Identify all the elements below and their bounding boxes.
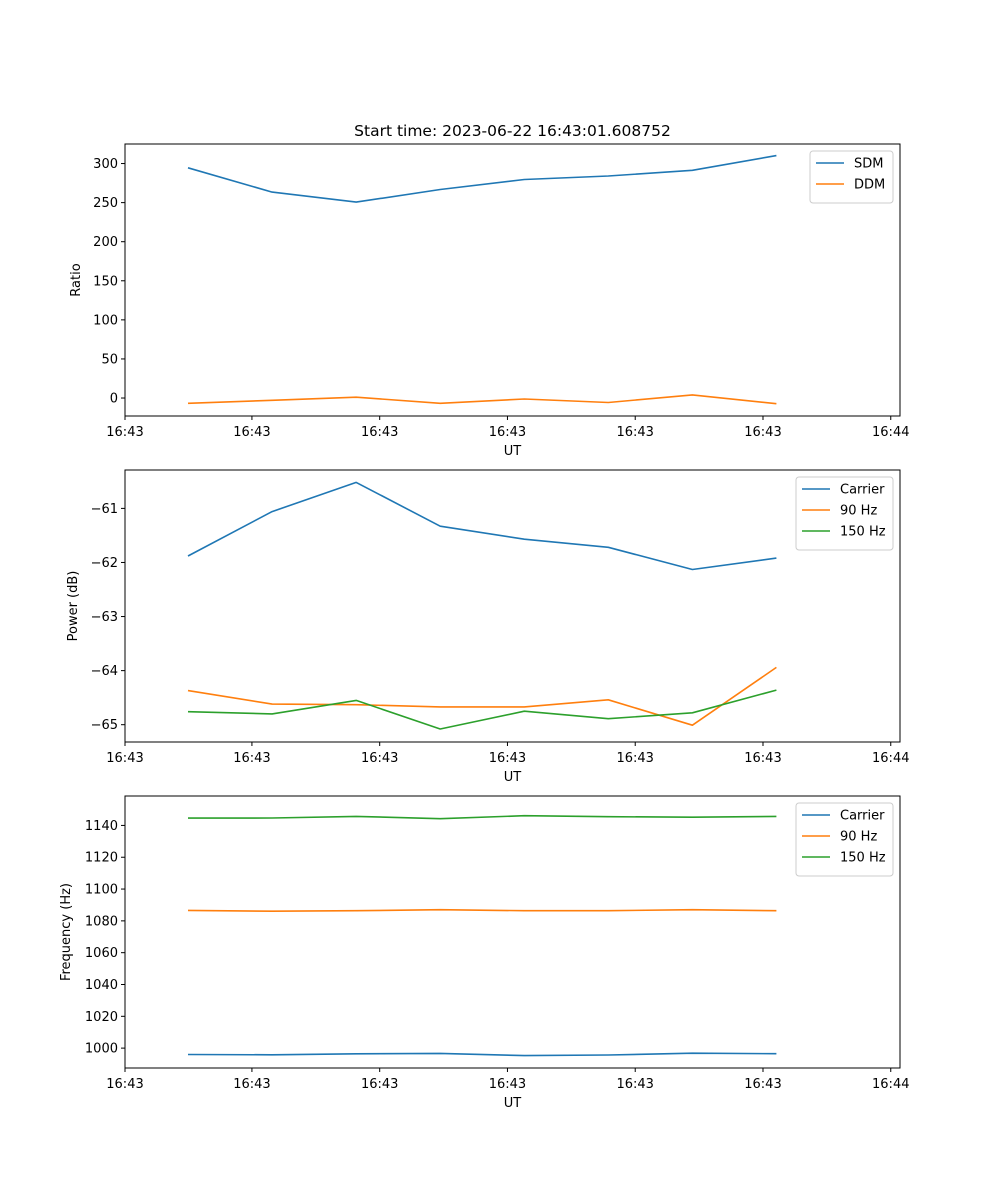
- x-tick-label: 16:43: [361, 1077, 398, 1092]
- axes-frame: [124, 795, 901, 1069]
- legend: SDM DDM: [809, 150, 894, 204]
- x-tick-label: 16:43: [744, 1077, 781, 1092]
- legend-label: 90 Hz: [840, 830, 877, 845]
- legend-label: Carrier: [840, 809, 885, 824]
- x-tick-label: 16:43: [489, 1077, 526, 1092]
- y-tick-label: −63: [91, 610, 118, 625]
- legend-label: 90 Hz: [840, 504, 877, 519]
- x-tick-label: 16:43: [361, 425, 398, 440]
- x-tick-label: 16:43: [106, 425, 143, 440]
- x-tick-label: 16:43: [616, 1077, 653, 1092]
- series-line-90-hz: [187, 666, 777, 727]
- x-tick-label: 16:43: [616, 425, 653, 440]
- axes-frame: [124, 143, 901, 417]
- x-tick-label: 16:43: [489, 751, 526, 766]
- x-tick-label: 16:43: [489, 425, 526, 440]
- series-line-150-hz: [187, 814, 777, 820]
- subplot-2: −65 −64 −63 −62 −61 16:43 16:43 16:43 16:43 16:43…: [66, 469, 909, 785]
- legend-box: [809, 150, 894, 204]
- y-tick-label: 50: [101, 352, 118, 367]
- y-tick-label: −61: [91, 502, 118, 517]
- x-axis-label: UT: [504, 1096, 522, 1111]
- x-tick-label: 16:43: [106, 751, 143, 766]
- x-tick-label: 16:43: [233, 751, 270, 766]
- y-tick-label: 1100: [85, 883, 118, 898]
- legend-label: 150 Hz: [840, 851, 886, 866]
- x-tick-label: 16:43: [616, 751, 653, 766]
- x-tick-label: 16:43: [233, 1077, 270, 1092]
- subplot-3: 1000 1020 1040 1060 1080 1100 1120 1140 16:43 16:…: [59, 795, 909, 1111]
- y-tick-label: 1140: [85, 819, 118, 834]
- y-tick-label: 300: [93, 157, 118, 172]
- y-tick-label: −64: [91, 664, 118, 679]
- axes-frame: [124, 469, 901, 743]
- series-line-ddm: [187, 394, 777, 405]
- x-tick-label: 16:44: [872, 751, 909, 766]
- x-tick-label: 16:43: [744, 751, 781, 766]
- x-tick-label: 16:44: [872, 425, 909, 440]
- y-tick-label: −62: [91, 556, 118, 571]
- y-tick-label: 250: [93, 196, 118, 211]
- x-axis-label: UT: [504, 444, 522, 459]
- y-tick-label: 0: [110, 392, 118, 407]
- series-line-carrier: [187, 481, 777, 571]
- series-line-carrier: [187, 1052, 777, 1057]
- chart-title: Start time: 2023-06-22 16:43:01.608752: [354, 122, 671, 140]
- series-line-90-hz: [187, 908, 777, 913]
- subplot-1: Start time: 2023-06-22 16:43:01.608752 0 5…: [69, 122, 909, 459]
- legend-label: Carrier: [840, 483, 885, 498]
- y-tick-label: 1060: [85, 946, 118, 961]
- y-axis-label: Frequency (Hz): [59, 883, 74, 981]
- legend: Carrier 90 Hz 150 Hz: [795, 802, 894, 877]
- y-tick-label: −65: [91, 718, 118, 733]
- y-axis-label: Power (dB): [66, 571, 81, 642]
- y-tick-label: 1000: [85, 1042, 118, 1057]
- y-tick-label: 150: [93, 274, 118, 289]
- y-tick-label: 1120: [85, 851, 118, 866]
- x-tick-label: 16:43: [106, 1077, 143, 1092]
- series-line-sdm: [187, 154, 777, 203]
- x-tick-label: 16:43: [744, 425, 781, 440]
- legend: Carrier 90 Hz 150 Hz: [795, 476, 894, 551]
- series-line-150-hz: [187, 689, 777, 730]
- x-tick-label: 16:43: [233, 425, 270, 440]
- y-tick-label: 1040: [85, 978, 118, 993]
- y-tick-label: 200: [93, 235, 118, 250]
- y-tick-label: 1080: [85, 914, 118, 929]
- y-tick-label: 100: [93, 313, 118, 328]
- legend-label: SDM: [854, 157, 883, 172]
- legend-label: 150 Hz: [840, 525, 886, 540]
- x-tick-label: 16:43: [361, 751, 398, 766]
- x-tick-label: 16:44: [872, 1077, 909, 1092]
- y-axis-label: Ratio: [69, 263, 84, 296]
- x-axis-label: UT: [504, 770, 522, 785]
- legend-label: DDM: [854, 178, 885, 193]
- y-tick-label: 1020: [85, 1010, 118, 1025]
